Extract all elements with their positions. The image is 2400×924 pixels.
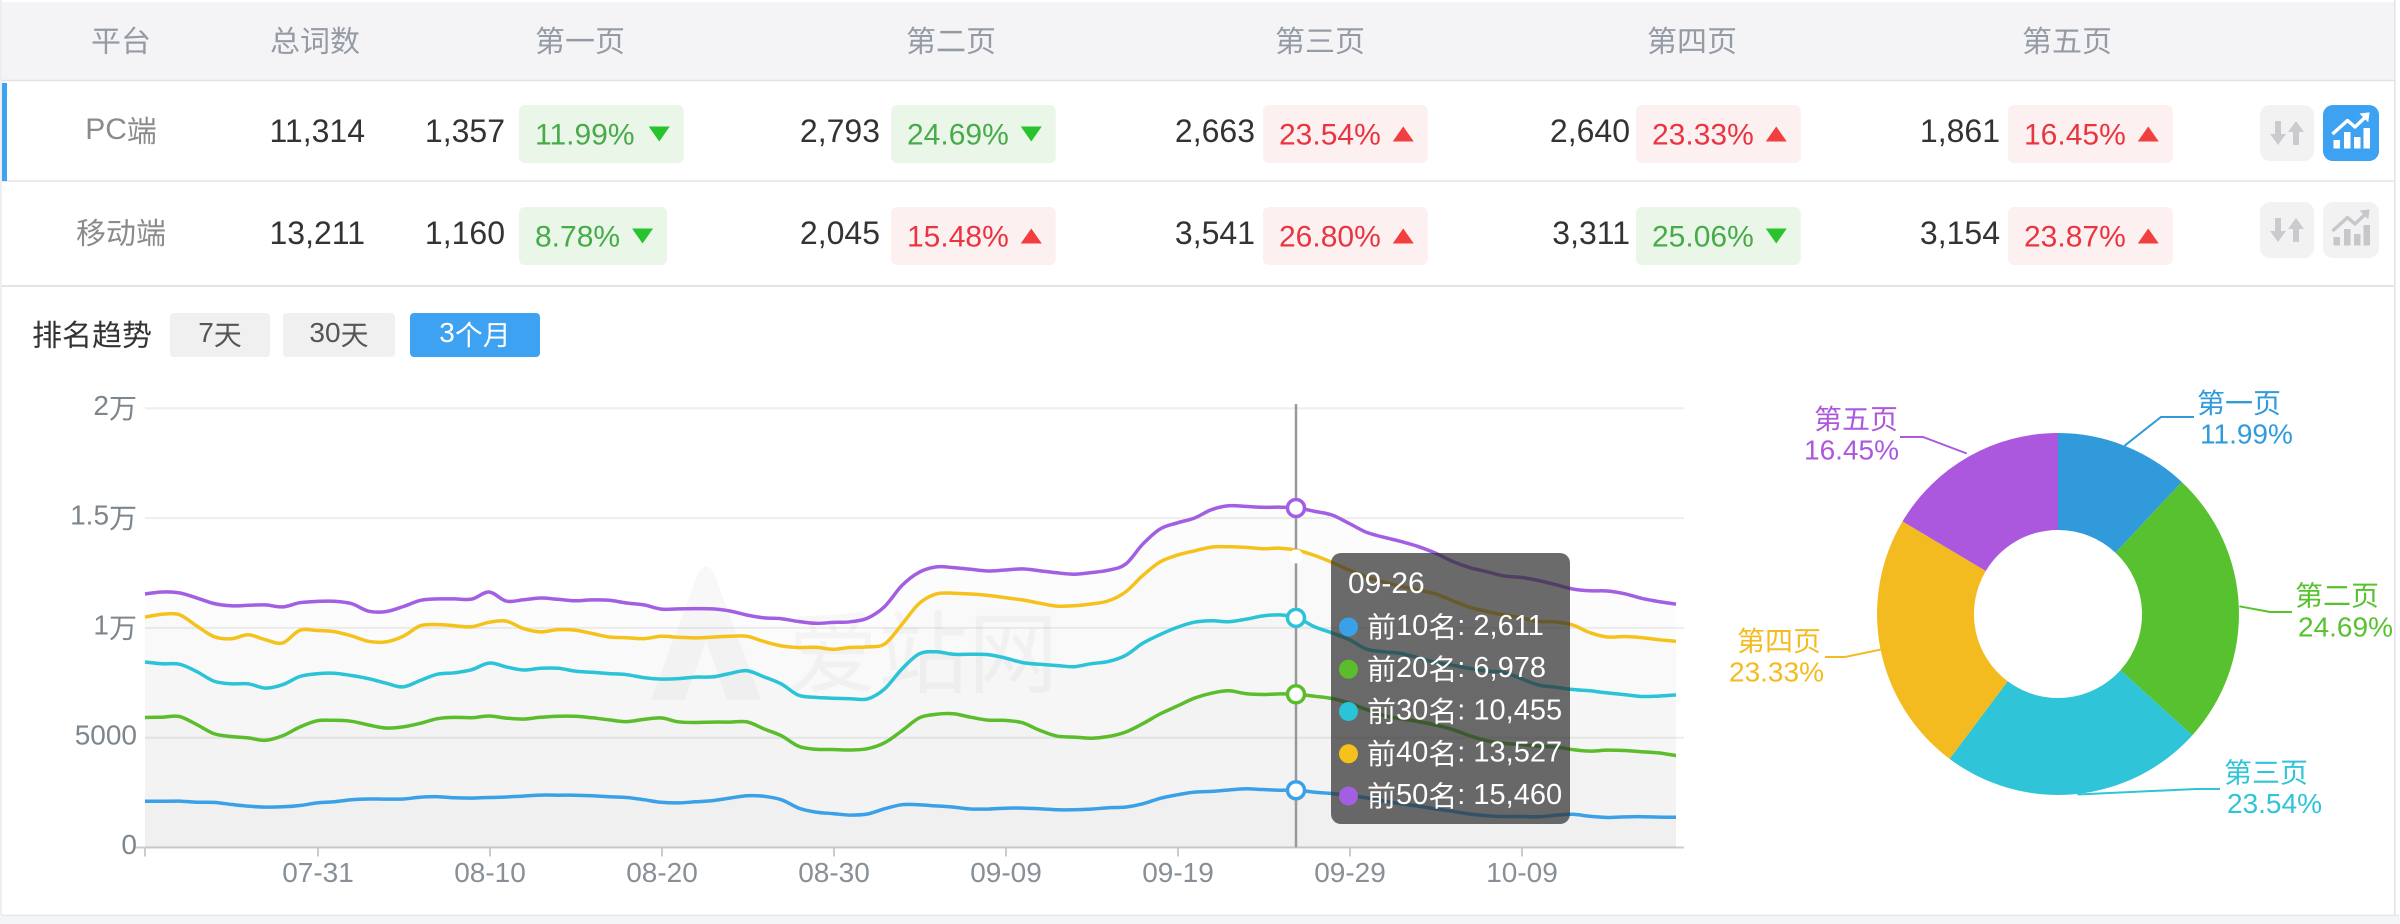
svg-text:24.69%: 24.69%	[907, 119, 1009, 152]
svg-text:23.87%: 23.87%	[2024, 221, 2126, 254]
svg-text:: 6,978: : 6,978	[1457, 652, 1546, 684]
svg-text:7: 7	[198, 317, 214, 348]
svg-text:23.33%: 23.33%	[1652, 119, 1754, 152]
svg-text:1.5: 1.5	[70, 500, 109, 531]
svg-text:08-20: 08-20	[626, 857, 698, 888]
svg-text:3: 3	[439, 317, 455, 348]
svg-text:08-30: 08-30	[798, 857, 870, 888]
svg-text:07-31: 07-31	[282, 857, 354, 888]
svg-text:10-09: 10-09	[1486, 857, 1558, 888]
svg-text:16.45%: 16.45%	[2024, 119, 2126, 152]
svg-text:15.48%: 15.48%	[907, 221, 1009, 254]
svg-text:11,314: 11,314	[270, 113, 366, 149]
svg-text:2,045: 2,045	[800, 215, 880, 251]
svg-text:24.69%: 24.69%	[2298, 612, 2393, 643]
svg-text:8.78%: 8.78%	[535, 221, 620, 254]
svg-text:10: 10	[1396, 610, 1428, 642]
svg-text:26.80%: 26.80%	[1279, 221, 1381, 254]
svg-text:25.06%: 25.06%	[1652, 221, 1754, 254]
svg-text:23.33%: 23.33%	[1729, 657, 1824, 688]
svg-text:11.99%: 11.99%	[535, 119, 635, 152]
svg-text:3,154: 3,154	[1920, 215, 2000, 251]
svg-text:40: 40	[1396, 737, 1428, 769]
svg-text:: 15,460: : 15,460	[1457, 779, 1562, 811]
svg-text:09-19: 09-19	[1142, 857, 1214, 888]
svg-text:2,640: 2,640	[1550, 113, 1630, 149]
svg-text:1,160: 1,160	[425, 215, 505, 251]
svg-text:3,311: 3,311	[1552, 215, 1630, 251]
svg-text:1,357: 1,357	[425, 113, 505, 149]
svg-text:1,861: 1,861	[1920, 113, 2000, 149]
svg-text:23.54%: 23.54%	[2227, 788, 2322, 819]
svg-text:09-29: 09-29	[1314, 857, 1386, 888]
svg-text:09-26: 09-26	[1348, 567, 1425, 600]
svg-text:08-10: 08-10	[454, 857, 526, 888]
svg-text:20: 20	[1396, 652, 1428, 684]
svg-text:13,211: 13,211	[270, 215, 366, 251]
svg-text:0: 0	[121, 829, 137, 860]
svg-text:16.45%: 16.45%	[1804, 435, 1899, 466]
svg-text:30: 30	[1396, 694, 1428, 726]
svg-text:09-09: 09-09	[970, 857, 1042, 888]
svg-text:2,793: 2,793	[800, 113, 880, 149]
svg-text:PC: PC	[85, 113, 127, 146]
svg-text:2,663: 2,663	[1175, 113, 1255, 149]
svg-text:: 2,611: : 2,611	[1457, 610, 1544, 642]
svg-text:1: 1	[93, 610, 109, 641]
svg-text:30: 30	[309, 317, 340, 348]
svg-text:3,541: 3,541	[1175, 215, 1255, 251]
svg-text:2: 2	[93, 390, 109, 421]
svg-text:50: 50	[1396, 779, 1428, 811]
svg-text:: 13,527: : 13,527	[1457, 737, 1562, 769]
svg-text:: 10,455: : 10,455	[1457, 694, 1562, 726]
svg-text:23.54%: 23.54%	[1279, 119, 1381, 152]
svg-text:5000: 5000	[75, 719, 137, 750]
svg-text:11.99%: 11.99%	[2200, 419, 2293, 450]
